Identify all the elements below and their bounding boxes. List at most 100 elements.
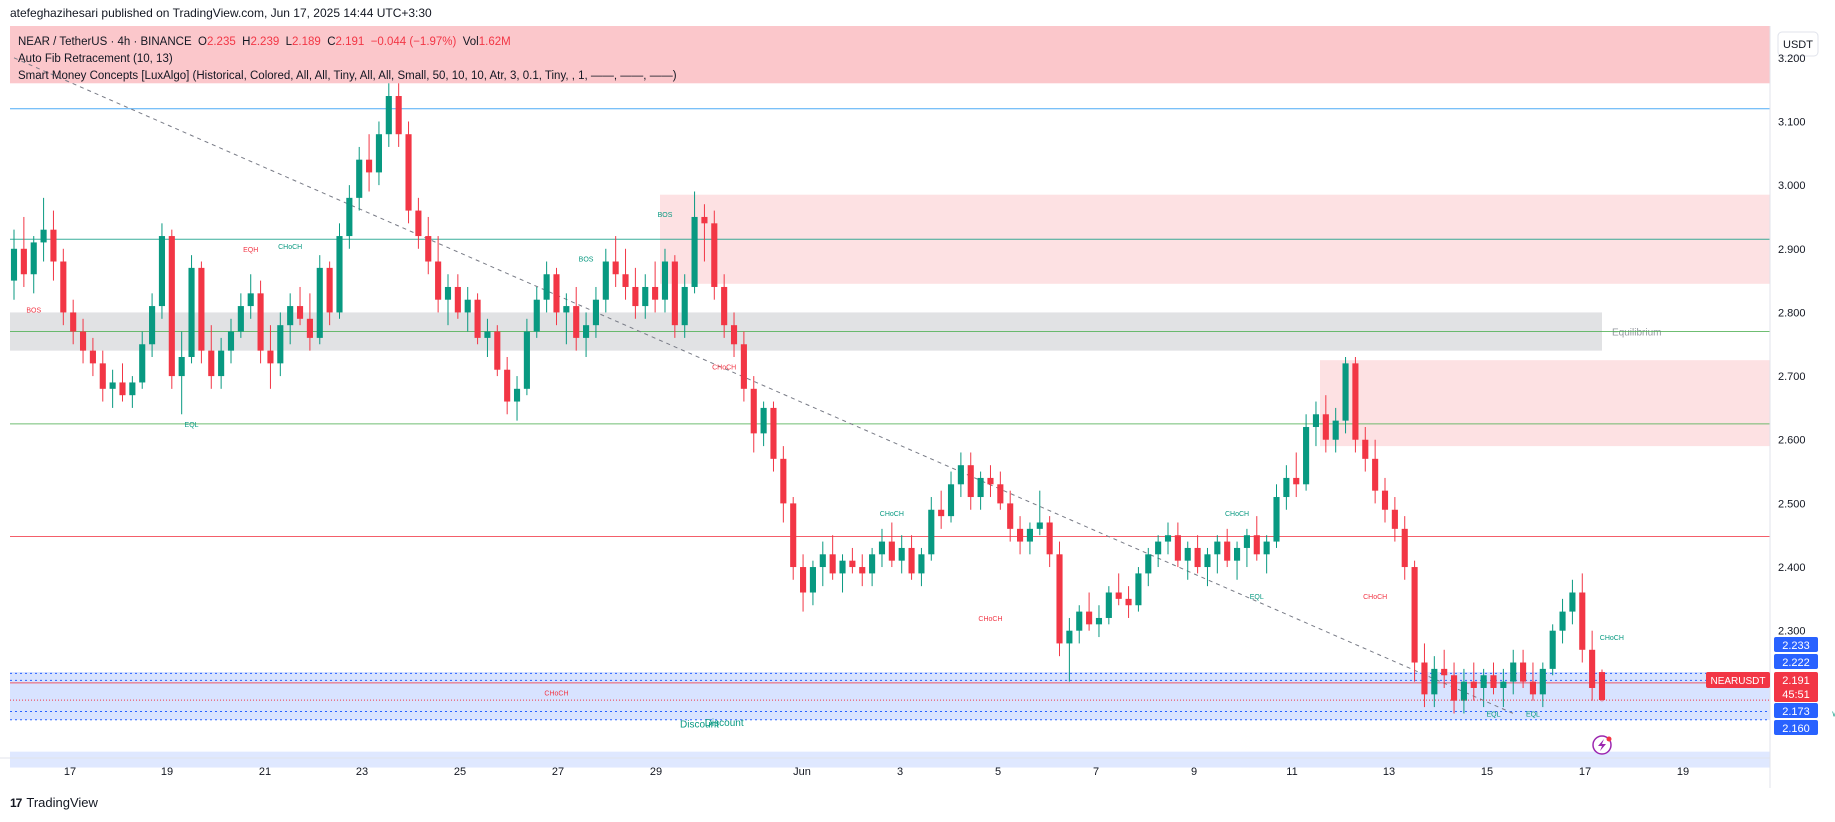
- candle-body[interactable]: [800, 567, 807, 593]
- candle-body[interactable]: [622, 274, 629, 287]
- candle-body[interactable]: [1421, 662, 1428, 695]
- candle-body[interactable]: [553, 274, 560, 313]
- candle-body[interactable]: [464, 299, 471, 313]
- candle-body[interactable]: [10, 248, 18, 281]
- candle-body[interactable]: [730, 325, 738, 345]
- candle-body[interactable]: [1598, 672, 1606, 701]
- candle-body[interactable]: [454, 286, 461, 313]
- candle-body[interactable]: [898, 547, 905, 561]
- candle-body[interactable]: [1312, 414, 1320, 428]
- candle-body[interactable]: [60, 261, 67, 313]
- candle-body[interactable]: [474, 299, 481, 338]
- candle-body[interactable]: [326, 267, 333, 313]
- candle-body[interactable]: [119, 382, 126, 396]
- candle-body[interactable]: [1125, 598, 1132, 606]
- candle-body[interactable]: [1559, 611, 1566, 631]
- candle-body[interactable]: [523, 331, 530, 389]
- candle-body[interactable]: [287, 306, 294, 326]
- candle-body[interactable]: [681, 286, 688, 326]
- candle-body[interactable]: [543, 274, 550, 300]
- candle-body[interactable]: [1470, 681, 1477, 688]
- candle-body[interactable]: [839, 560, 846, 574]
- candle-body[interactable]: [129, 382, 136, 396]
- candle-body[interactable]: [740, 344, 747, 389]
- candle-body[interactable]: [760, 407, 767, 434]
- candle-body[interactable]: [947, 484, 955, 517]
- candle-body[interactable]: [306, 318, 313, 338]
- candle-body[interactable]: [1056, 554, 1063, 644]
- candle-body[interactable]: [316, 267, 323, 338]
- candle-body[interactable]: [1233, 547, 1241, 561]
- candle-body[interactable]: [158, 236, 166, 307]
- candle-body[interactable]: [928, 509, 935, 555]
- candle-body[interactable]: [1510, 662, 1517, 682]
- candle-body[interactable]: [612, 261, 619, 275]
- candle-body[interactable]: [563, 306, 570, 313]
- candle-body[interactable]: [878, 541, 886, 555]
- candle-body[interactable]: [444, 286, 452, 300]
- candle-body[interactable]: [366, 159, 373, 173]
- candle-body[interactable]: [1026, 528, 1033, 542]
- candle-body[interactable]: [1529, 681, 1537, 695]
- usdt-currency-button[interactable]: [1777, 31, 1819, 57]
- legend-indicator-fib[interactable]: Auto Fib Retracement (10, 13): [18, 53, 173, 65]
- candle-body[interactable]: [395, 96, 402, 135]
- candle-body[interactable]: [484, 331, 491, 338]
- candle-body[interactable]: [1283, 477, 1290, 498]
- candle-body[interactable]: [1352, 363, 1359, 440]
- candle-body[interactable]: [967, 465, 974, 498]
- candle-body[interactable]: [1490, 675, 1497, 688]
- candle-body[interactable]: [168, 236, 175, 377]
- candle-body[interactable]: [533, 299, 540, 332]
- candle-body[interactable]: [661, 261, 669, 300]
- replay-lightning-icon[interactable]: [1592, 735, 1612, 755]
- candle-body[interactable]: [1450, 675, 1458, 701]
- candle-body[interactable]: [30, 242, 37, 275]
- candle-body[interactable]: [1520, 662, 1527, 682]
- candle-body[interactable]: [632, 286, 639, 307]
- candle-body[interactable]: [1391, 509, 1398, 529]
- candle-body[interactable]: [375, 134, 383, 173]
- candle-body[interactable]: [583, 325, 590, 338]
- candle-body[interactable]: [997, 484, 1004, 504]
- candle-body[interactable]: [987, 477, 994, 485]
- candle-body[interactable]: [1095, 617, 1103, 625]
- candle-body[interactable]: [691, 216, 698, 287]
- candle-body[interactable]: [1046, 522, 1053, 555]
- candle-body[interactable]: [1372, 458, 1379, 491]
- candle-body[interactable]: [109, 382, 116, 389]
- candle-body[interactable]: [1441, 668, 1448, 676]
- candle-body[interactable]: [888, 541, 895, 561]
- tradingview-footer[interactable]: 17 TradingView: [10, 795, 98, 810]
- candle-body[interactable]: [267, 350, 274, 364]
- candle-body[interactable]: [70, 312, 77, 332]
- candle-body[interactable]: [277, 325, 284, 364]
- candle-body[interactable]: [227, 331, 235, 351]
- candle-body[interactable]: [1017, 528, 1024, 542]
- candle-body[interactable]: [415, 210, 422, 237]
- candle-body[interactable]: [1184, 547, 1191, 561]
- candle-body[interactable]: [790, 503, 797, 568]
- candle-body[interactable]: [869, 554, 876, 574]
- candle-body[interactable]: [918, 554, 925, 574]
- candle-body[interactable]: [336, 236, 343, 313]
- candle-body[interactable]: [346, 197, 353, 237]
- candle-body[interactable]: [711, 223, 718, 287]
- candle-body[interactable]: [671, 261, 678, 326]
- candle-body[interactable]: [1076, 611, 1083, 631]
- candle-body[interactable]: [652, 286, 659, 300]
- candle-body[interactable]: [99, 363, 106, 389]
- candle-body[interactable]: [494, 331, 501, 370]
- candle-body[interactable]: [770, 407, 777, 459]
- candle-body[interactable]: [178, 356, 185, 377]
- candle-body[interactable]: [1293, 477, 1300, 485]
- candle-body[interactable]: [1155, 541, 1162, 555]
- candle-body[interactable]: [79, 331, 87, 351]
- candle-body[interactable]: [957, 465, 964, 485]
- candle-body[interactable]: [1224, 541, 1231, 561]
- candle-body[interactable]: [977, 477, 984, 498]
- candle-body[interactable]: [1243, 535, 1250, 548]
- candle-body[interactable]: [819, 554, 826, 568]
- candle-body[interactable]: [1431, 668, 1438, 695]
- candle-body[interactable]: [1362, 439, 1369, 459]
